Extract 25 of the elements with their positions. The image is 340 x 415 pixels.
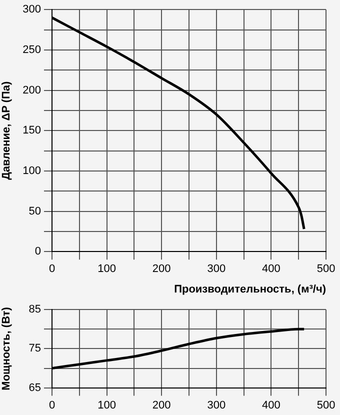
y-tick-label: 250 — [22, 44, 41, 56]
x-tick-label: 400 — [262, 399, 280, 412]
x-tick-label: 500 — [316, 399, 336, 412]
x-tick-label: 200 — [152, 263, 171, 276]
y-axis-title: Мощность, (Вт) — [0, 306, 13, 390]
x-tick-label: 400 — [262, 263, 280, 276]
x-tick-label: 200 — [152, 399, 171, 412]
y-tick-label: 75 — [28, 342, 41, 355]
y-tick-label: 85 — [28, 304, 41, 316]
x-tick-label: 0 — [48, 263, 56, 276]
x-tick-label: 100 — [98, 263, 116, 276]
x-tick-label: 500 — [316, 263, 336, 276]
y-axis-title: Давление, ΔP (Па) — [0, 80, 13, 180]
x-tick-label: 300 — [207, 399, 226, 412]
y-tick-label: 100 — [22, 164, 41, 177]
y-tick-label: 150 — [22, 124, 41, 137]
x-axis-title: Производительность, (м³/ч) — [174, 283, 326, 296]
x-tick-label: 300 — [207, 263, 226, 276]
y-tick-label: 0 — [34, 246, 41, 258]
y-tick-label: 200 — [22, 84, 41, 96]
y-tick-label: 300 — [22, 4, 41, 16]
x-tick-label: 100 — [98, 399, 116, 412]
x-tick-label: 0 — [48, 399, 56, 412]
y-tick-label: 50 — [28, 205, 41, 218]
y-tick-label: 65 — [28, 382, 41, 394]
